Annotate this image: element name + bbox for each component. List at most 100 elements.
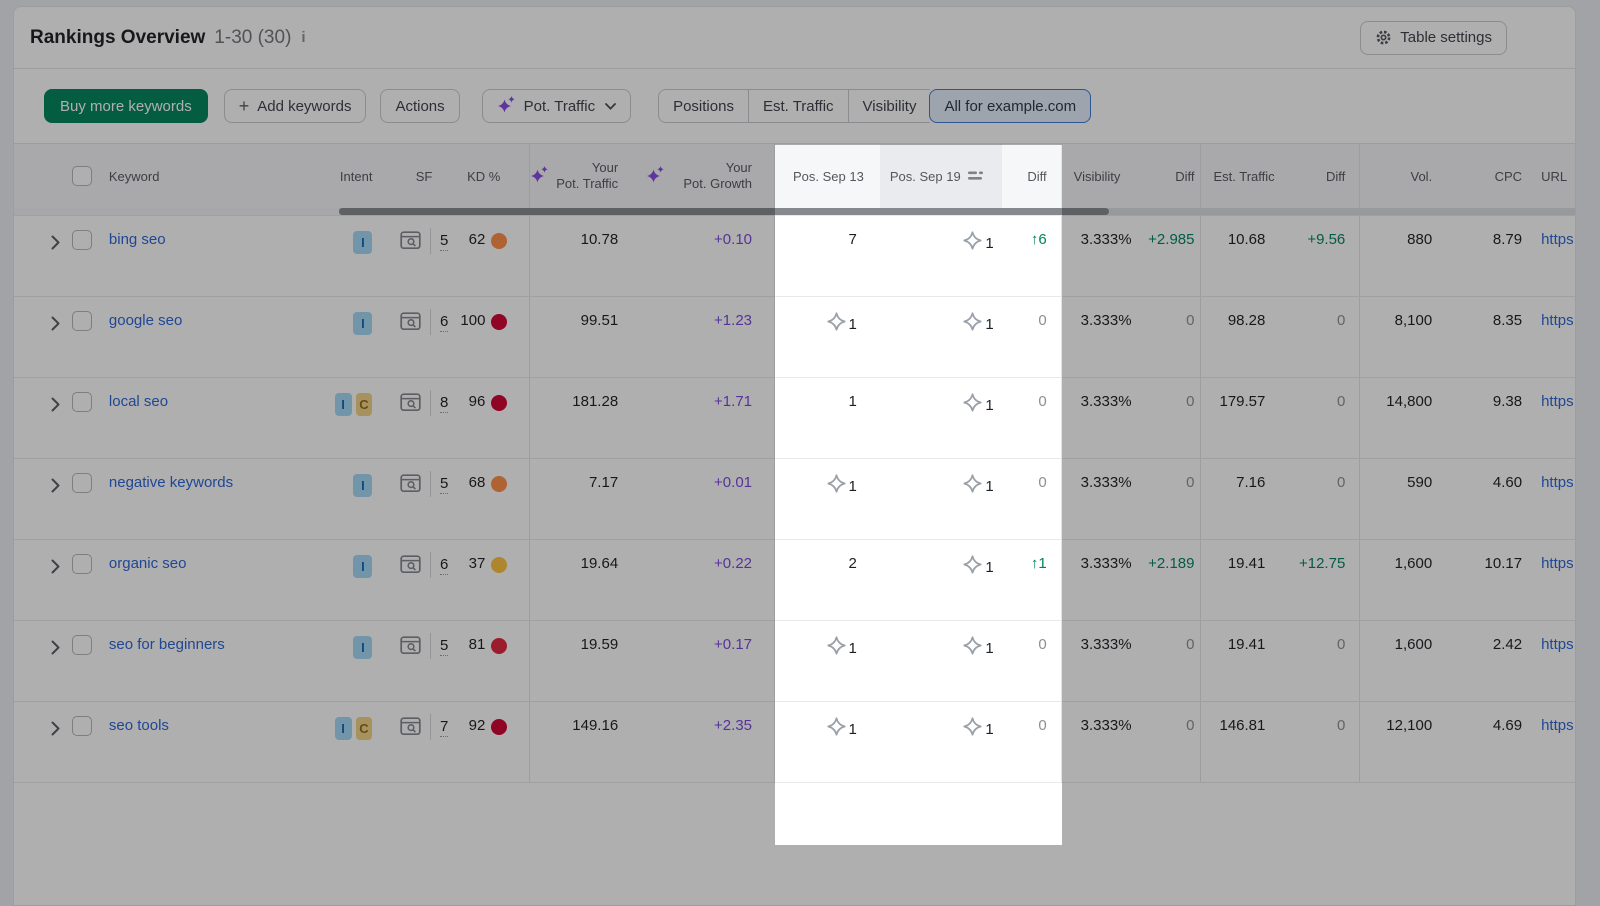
table-body: bing seo I 5 62 10.78 +0.10 7 1 ↑6 3.333… [14, 215, 1575, 782]
pot-traffic-cell: 149.16 [572, 717, 619, 734]
sf-count[interactable]: 5 [440, 232, 449, 251]
col-url[interactable]: URL [1541, 168, 1568, 184]
view-all-domain[interactable]: All for example.com [929, 89, 1092, 123]
row-checkbox[interactable] [71, 554, 92, 574]
view-est-traffic[interactable]: Est. Traffic [747, 89, 848, 123]
intent-badge-I[interactable]: I [353, 636, 373, 659]
keyword-cell: organic seo [101, 540, 331, 620]
keyword-cell: bing seo [101, 216, 331, 296]
pot-traffic-cell: 99.51 [580, 312, 619, 329]
pos-sep13-cell: 2 [848, 555, 857, 572]
col-keyword[interactable]: Keyword [108, 168, 160, 184]
volume-cell: 880 [1407, 231, 1433, 248]
sort-descending-icon [967, 171, 983, 180]
row-expander[interactable] [14, 297, 64, 377]
intent-badge-C[interactable]: C [355, 393, 373, 416]
serp-features-cell: 8 [382, 378, 460, 458]
row-checkbox[interactable] [71, 716, 92, 736]
url-link[interactable]: https [1541, 312, 1574, 329]
row-checkbox[interactable] [71, 392, 92, 412]
col-diff-visibility[interactable]: Diff [1145, 144, 1202, 208]
url-link[interactable]: https [1541, 555, 1574, 572]
row-checkbox[interactable] [71, 311, 92, 331]
info-icon[interactable]: i [301, 29, 306, 46]
row-expander[interactable] [14, 378, 64, 458]
kd-value: 62 [468, 231, 486, 248]
sf-count[interactable]: 6 [440, 313, 449, 332]
col-pos-sep-19[interactable]: Pos. Sep 19 [879, 144, 1002, 208]
intent-badge-I[interactable]: I [334, 717, 352, 740]
keyword-cell: local seo [101, 378, 331, 458]
keyword-link[interactable]: negative keywords [108, 474, 234, 491]
card-title-bar: Rankings Overview 1-30 (30) i Table sett… [14, 7, 1575, 69]
sf-count[interactable]: 8 [440, 394, 449, 413]
visibility-cell: 3.333% [1080, 555, 1132, 572]
row-expander[interactable] [14, 621, 64, 701]
ai-overview-icon [963, 474, 982, 493]
pot-growth-cell: +0.17 [646, 621, 776, 701]
keyword-link[interactable]: seo tools [108, 717, 169, 734]
row-expander[interactable] [14, 459, 64, 539]
col-pot-growth[interactable]: Your Pot. Growth [646, 144, 775, 208]
metric-dropdown[interactable]: Pot. Traffic [481, 89, 632, 123]
horizontal-scrollbar [14, 208, 1575, 215]
url-link[interactable]: https [1541, 636, 1574, 653]
col-diff-pos[interactable]: Diff [1002, 144, 1062, 208]
scrollbar-thumb[interactable] [339, 208, 1109, 215]
volume-cell: 8,100 [1394, 312, 1433, 329]
sf-count[interactable]: 5 [440, 475, 449, 494]
sf-count[interactable]: 5 [440, 637, 449, 656]
col-kd[interactable]: KD % [460, 144, 531, 208]
pos-sep13-cell: 7 [848, 231, 857, 248]
add-keywords-button[interactable]: + Add keywords [223, 89, 367, 123]
col-diff-est-traffic[interactable]: Diff [1285, 144, 1361, 208]
keyword-link[interactable]: seo for beginners [108, 636, 225, 653]
row-checkbox[interactable] [71, 473, 92, 493]
col-pot-traffic[interactable]: Your Pot. Traffic [530, 144, 646, 208]
intent-badge-I[interactable]: I [353, 312, 373, 335]
sf-count[interactable]: 7 [440, 718, 449, 737]
col-pos-sep-13[interactable]: Pos. Sep 13 [793, 168, 864, 184]
col-est-traffic[interactable]: Est. Traffic [1213, 168, 1275, 184]
keyword-link[interactable]: organic seo [108, 555, 187, 572]
intent-badge-C[interactable]: C [355, 717, 373, 740]
keyword-link[interactable]: local seo [108, 393, 169, 410]
view-visibility[interactable]: Visibility [847, 89, 931, 123]
col-cpc[interactable]: CPC [1494, 168, 1523, 184]
col-visibility[interactable]: Visibility [1073, 168, 1121, 184]
visibility-cell: 3.333% [1080, 312, 1132, 329]
keyword-link[interactable]: bing seo [108, 231, 166, 248]
row-checkbox[interactable] [71, 230, 92, 250]
row-checkbox[interactable] [71, 635, 92, 655]
sparkle-slot [646, 165, 665, 187]
keyword-link[interactable]: google seo [108, 312, 183, 329]
intent-badge-I[interactable]: I [334, 393, 352, 416]
serp-features-icon [400, 312, 421, 331]
kd-value: 68 [468, 474, 486, 491]
col-intent[interactable]: Intent [339, 168, 373, 184]
sf-count[interactable]: 6 [440, 556, 449, 575]
row-expander[interactable] [14, 702, 64, 782]
ai-sparkle-icon [497, 95, 515, 112]
row-expander[interactable] [14, 540, 64, 620]
actions-button[interactable]: Actions [380, 89, 460, 123]
cpc-cell: 8.35 [1492, 312, 1523, 329]
ai-overview-icon [963, 636, 982, 655]
kd-difficulty-dot [491, 395, 508, 411]
buy-more-keywords-button[interactable]: Buy more keywords [44, 89, 208, 123]
est-traffic-cell: 146.81 [1219, 717, 1266, 734]
col-sf[interactable]: SF [415, 168, 433, 184]
url-link[interactable]: https [1541, 474, 1574, 491]
select-all-checkbox[interactable] [71, 166, 92, 186]
url-link[interactable]: https [1541, 393, 1574, 410]
row-expander[interactable] [14, 216, 64, 296]
intent-badge-I[interactable]: I [353, 231, 373, 254]
intent-badge-I[interactable]: I [353, 474, 373, 497]
url-link[interactable]: https [1541, 717, 1574, 734]
intent-badge-I[interactable]: I [353, 555, 373, 578]
view-positions[interactable]: Positions [658, 89, 748, 123]
col-volume[interactable]: Vol. [1410, 168, 1433, 184]
table-settings-button[interactable]: Table settings [1360, 20, 1507, 55]
kd-cell: 92 [460, 702, 531, 782]
url-link[interactable]: https [1541, 231, 1574, 248]
